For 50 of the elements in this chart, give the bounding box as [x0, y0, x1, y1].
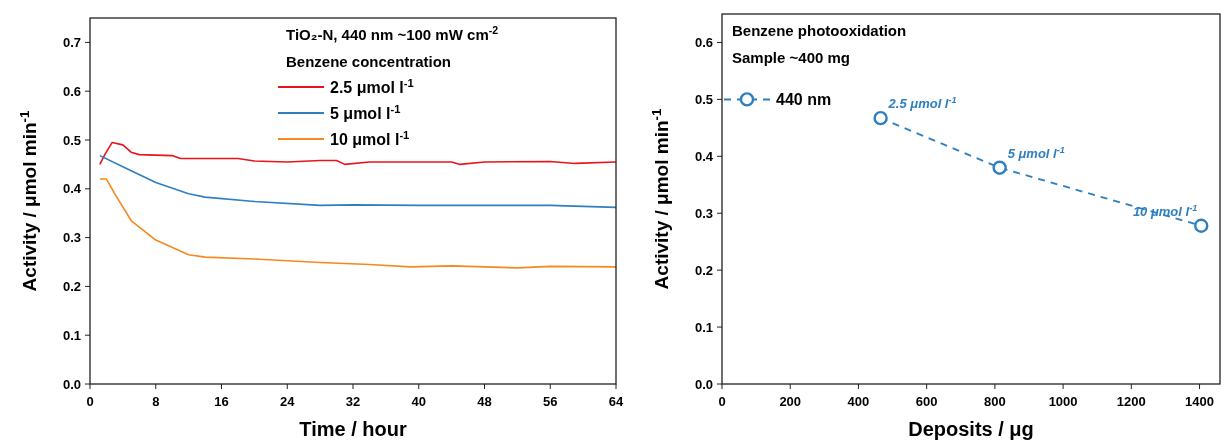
line-series	[99, 154, 617, 209]
y-tick-label: 0.6	[62, 83, 81, 99]
legend-label: 5 μmol l$^{-1}$	[330, 103, 401, 122]
annotation: 2.5 μmol l$^{-1}$	[887, 95, 957, 112]
annotation: 5 μmol l$^{-1}$	[1007, 144, 1065, 161]
x-tick-label: 40	[411, 394, 426, 409]
legend-title: Benzene concentration	[286, 53, 452, 70]
y-tick-label: 0.4	[694, 148, 714, 164]
y-tick-label: 0.0	[694, 376, 713, 392]
x-tick-label: 16	[214, 394, 229, 409]
point	[873, 110, 888, 126]
x-tick-label: 48	[477, 394, 492, 409]
y-tick-label: 0.2	[62, 278, 81, 294]
x-axis-title: Deposits / μg	[908, 418, 1034, 440]
x-tick-label: 64	[608, 394, 624, 409]
x-tick-label: 1200	[1116, 394, 1146, 409]
x-tick-label: 32	[345, 394, 361, 409]
y-tick-label: 0.5	[62, 132, 81, 148]
point	[1194, 218, 1209, 233]
y-tick-label: 0.3	[62, 230, 81, 246]
annotation: Benzene photooxidation	[732, 22, 907, 39]
x-tick-label: 400	[847, 394, 870, 409]
y-tick-label: 0.1	[694, 319, 713, 335]
line-series	[99, 178, 617, 269]
x-tick-label: 1400	[1185, 394, 1214, 409]
x-tick-label: 0	[86, 394, 94, 409]
x-tick-label: 24	[280, 394, 296, 409]
x-tick-label: 56	[543, 394, 558, 409]
legend-label: 440 nm	[776, 91, 832, 109]
y-tick-label: 0.5	[694, 91, 713, 107]
x-tick-label: 0	[718, 394, 726, 409]
legend-label: 2.5 μmol l$^{-1}$	[330, 77, 414, 96]
x-tick-label: 1000	[1048, 394, 1078, 409]
annotation: 10 μmol l$^{-1}$	[1132, 202, 1198, 219]
x-tick-label: 200	[779, 394, 802, 409]
annotation: Sample ~400 mg	[732, 49, 850, 66]
x-tick-label: 800	[984, 394, 1006, 409]
y-tick-label: 0.2	[694, 262, 713, 278]
y-tick-label: 0.3	[694, 205, 713, 221]
x-tick-label: 8	[152, 394, 160, 409]
y-tick-label: 0.4	[62, 181, 82, 197]
annotation: TiO₂-N, 440 nm ~100 mW cm$^{-2}$	[286, 24, 499, 43]
point	[992, 160, 1007, 175]
y-tick-label: 0.6	[694, 35, 713, 51]
y-tick-label: 0.7	[62, 34, 81, 50]
x-tick-label: 600	[915, 394, 938, 409]
y-tick-label: 0.0	[62, 376, 81, 392]
x-axis-title: Time / hour	[299, 418, 407, 440]
legend-label: 10 μmol l$^{-1}$	[330, 129, 410, 148]
y-tick-label: 0.1	[62, 327, 81, 343]
